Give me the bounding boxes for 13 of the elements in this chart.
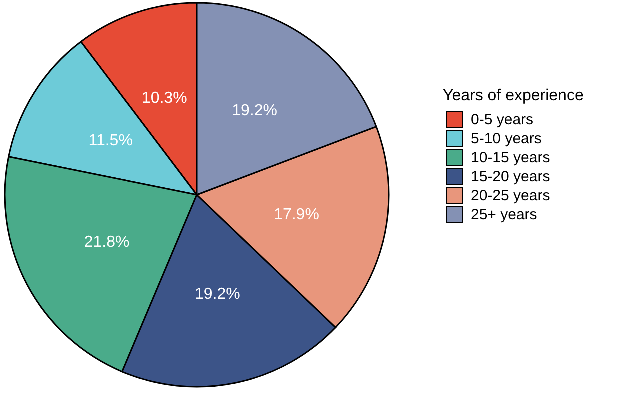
data-label: 10.3% (142, 90, 188, 108)
legend-label: 20-25 years (471, 188, 550, 204)
data-label: 17.9% (274, 206, 320, 224)
legend-label: 15-20 years (471, 168, 550, 186)
legend-title: Years of experience (443, 88, 584, 104)
legend-label: 5-10 years (471, 130, 542, 148)
data-label: 19.2% (232, 102, 278, 120)
data-label: 19.2% (194, 286, 240, 304)
legend-label: 0-5 years (471, 112, 534, 128)
data-label: 21.8% (84, 234, 130, 252)
legend-label: 10-15 years (471, 150, 550, 166)
legend-label: 25+ years (471, 206, 538, 224)
data-label: 11.5% (88, 132, 133, 150)
